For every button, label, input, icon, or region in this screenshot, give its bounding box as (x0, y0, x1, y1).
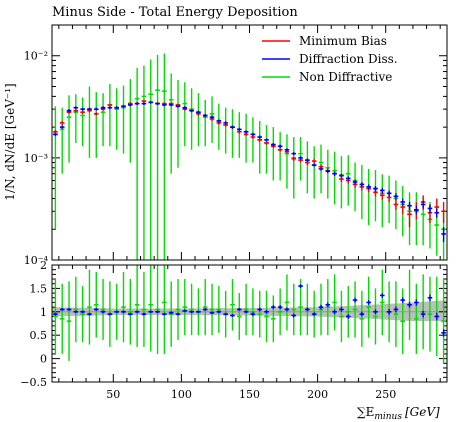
ratio-y-tick-label: 2 (40, 259, 47, 272)
main-panel: 10⁻⁴ 10⁻³ 10⁻² 1/N, dN/dE [GeV⁻¹] (3, 24, 448, 267)
ratio-minor-ticks (52, 264, 447, 383)
main-y-tick-label: 10⁻⁴ (24, 254, 49, 267)
main-plot-frame (51, 24, 448, 261)
x-axis-label-sum: ∑E (357, 405, 374, 419)
ratio-band-area (52, 300, 447, 322)
ratio-y-tick-label: 0 (40, 353, 47, 366)
ratio-panel: −0.5 0 0.5 1 1.5 2 50 100 150 200 250 ∑Eminus [GeV… (20, 259, 448, 422)
chart-title: Minus Side - Total Energy Deposition (52, 5, 298, 20)
x-tick-labels: 50 100 150 200 250 (106, 388, 396, 401)
x-axis-label-unit: [GeV] (405, 405, 440, 419)
ratio-plot-frame (51, 264, 448, 383)
main-series-minimum-bias (53, 99, 446, 228)
main-series-non-diffractive (53, 53, 446, 260)
ratio-y-tick-labels: −0.5 0 0.5 1 1.5 2 (20, 259, 47, 389)
ratio-y-tick-label: 0.5 (30, 329, 48, 342)
x-tick-label: 250 (375, 388, 396, 401)
legend-label: Diffraction Diss. (299, 52, 398, 66)
main-y-tick-label: 10⁻² (24, 50, 48, 63)
x-tick-label: 200 (307, 388, 328, 401)
legend-label: Minimum Bias (299, 34, 387, 48)
ratio-y-tick-label: −0.5 (20, 376, 47, 389)
ratio-series-diffraction-diss- (53, 284, 446, 337)
x-axis-label-sub: minus (374, 412, 402, 422)
x-tick-label: 50 (106, 388, 120, 401)
ratio-y-tick-label: 1 (40, 306, 47, 319)
ratio-uncertainty-band (52, 300, 447, 322)
x-tick-label: 100 (171, 388, 192, 401)
x-axis-label: ∑Eminus [GeV] (357, 405, 440, 422)
main-series-layer (53, 53, 446, 260)
main-y-tick-labels: 10⁻⁴ 10⁻³ 10⁻² (24, 50, 49, 267)
main-series-diffraction-diss- (53, 101, 446, 243)
ratio-y-tick-label: 1.5 (30, 282, 48, 295)
x-tick-label: 150 (239, 388, 260, 401)
legend-label: Non Diffractive (299, 70, 392, 84)
ratio-series-layer (53, 265, 446, 364)
main-y-tick-label: 10⁻³ (24, 152, 48, 165)
main-y-axis-label: 1/N, dN/dE [GeV⁻¹] (3, 83, 17, 200)
legend: Minimum Bias Diffraction Diss. Non Diffrac… (262, 34, 398, 84)
